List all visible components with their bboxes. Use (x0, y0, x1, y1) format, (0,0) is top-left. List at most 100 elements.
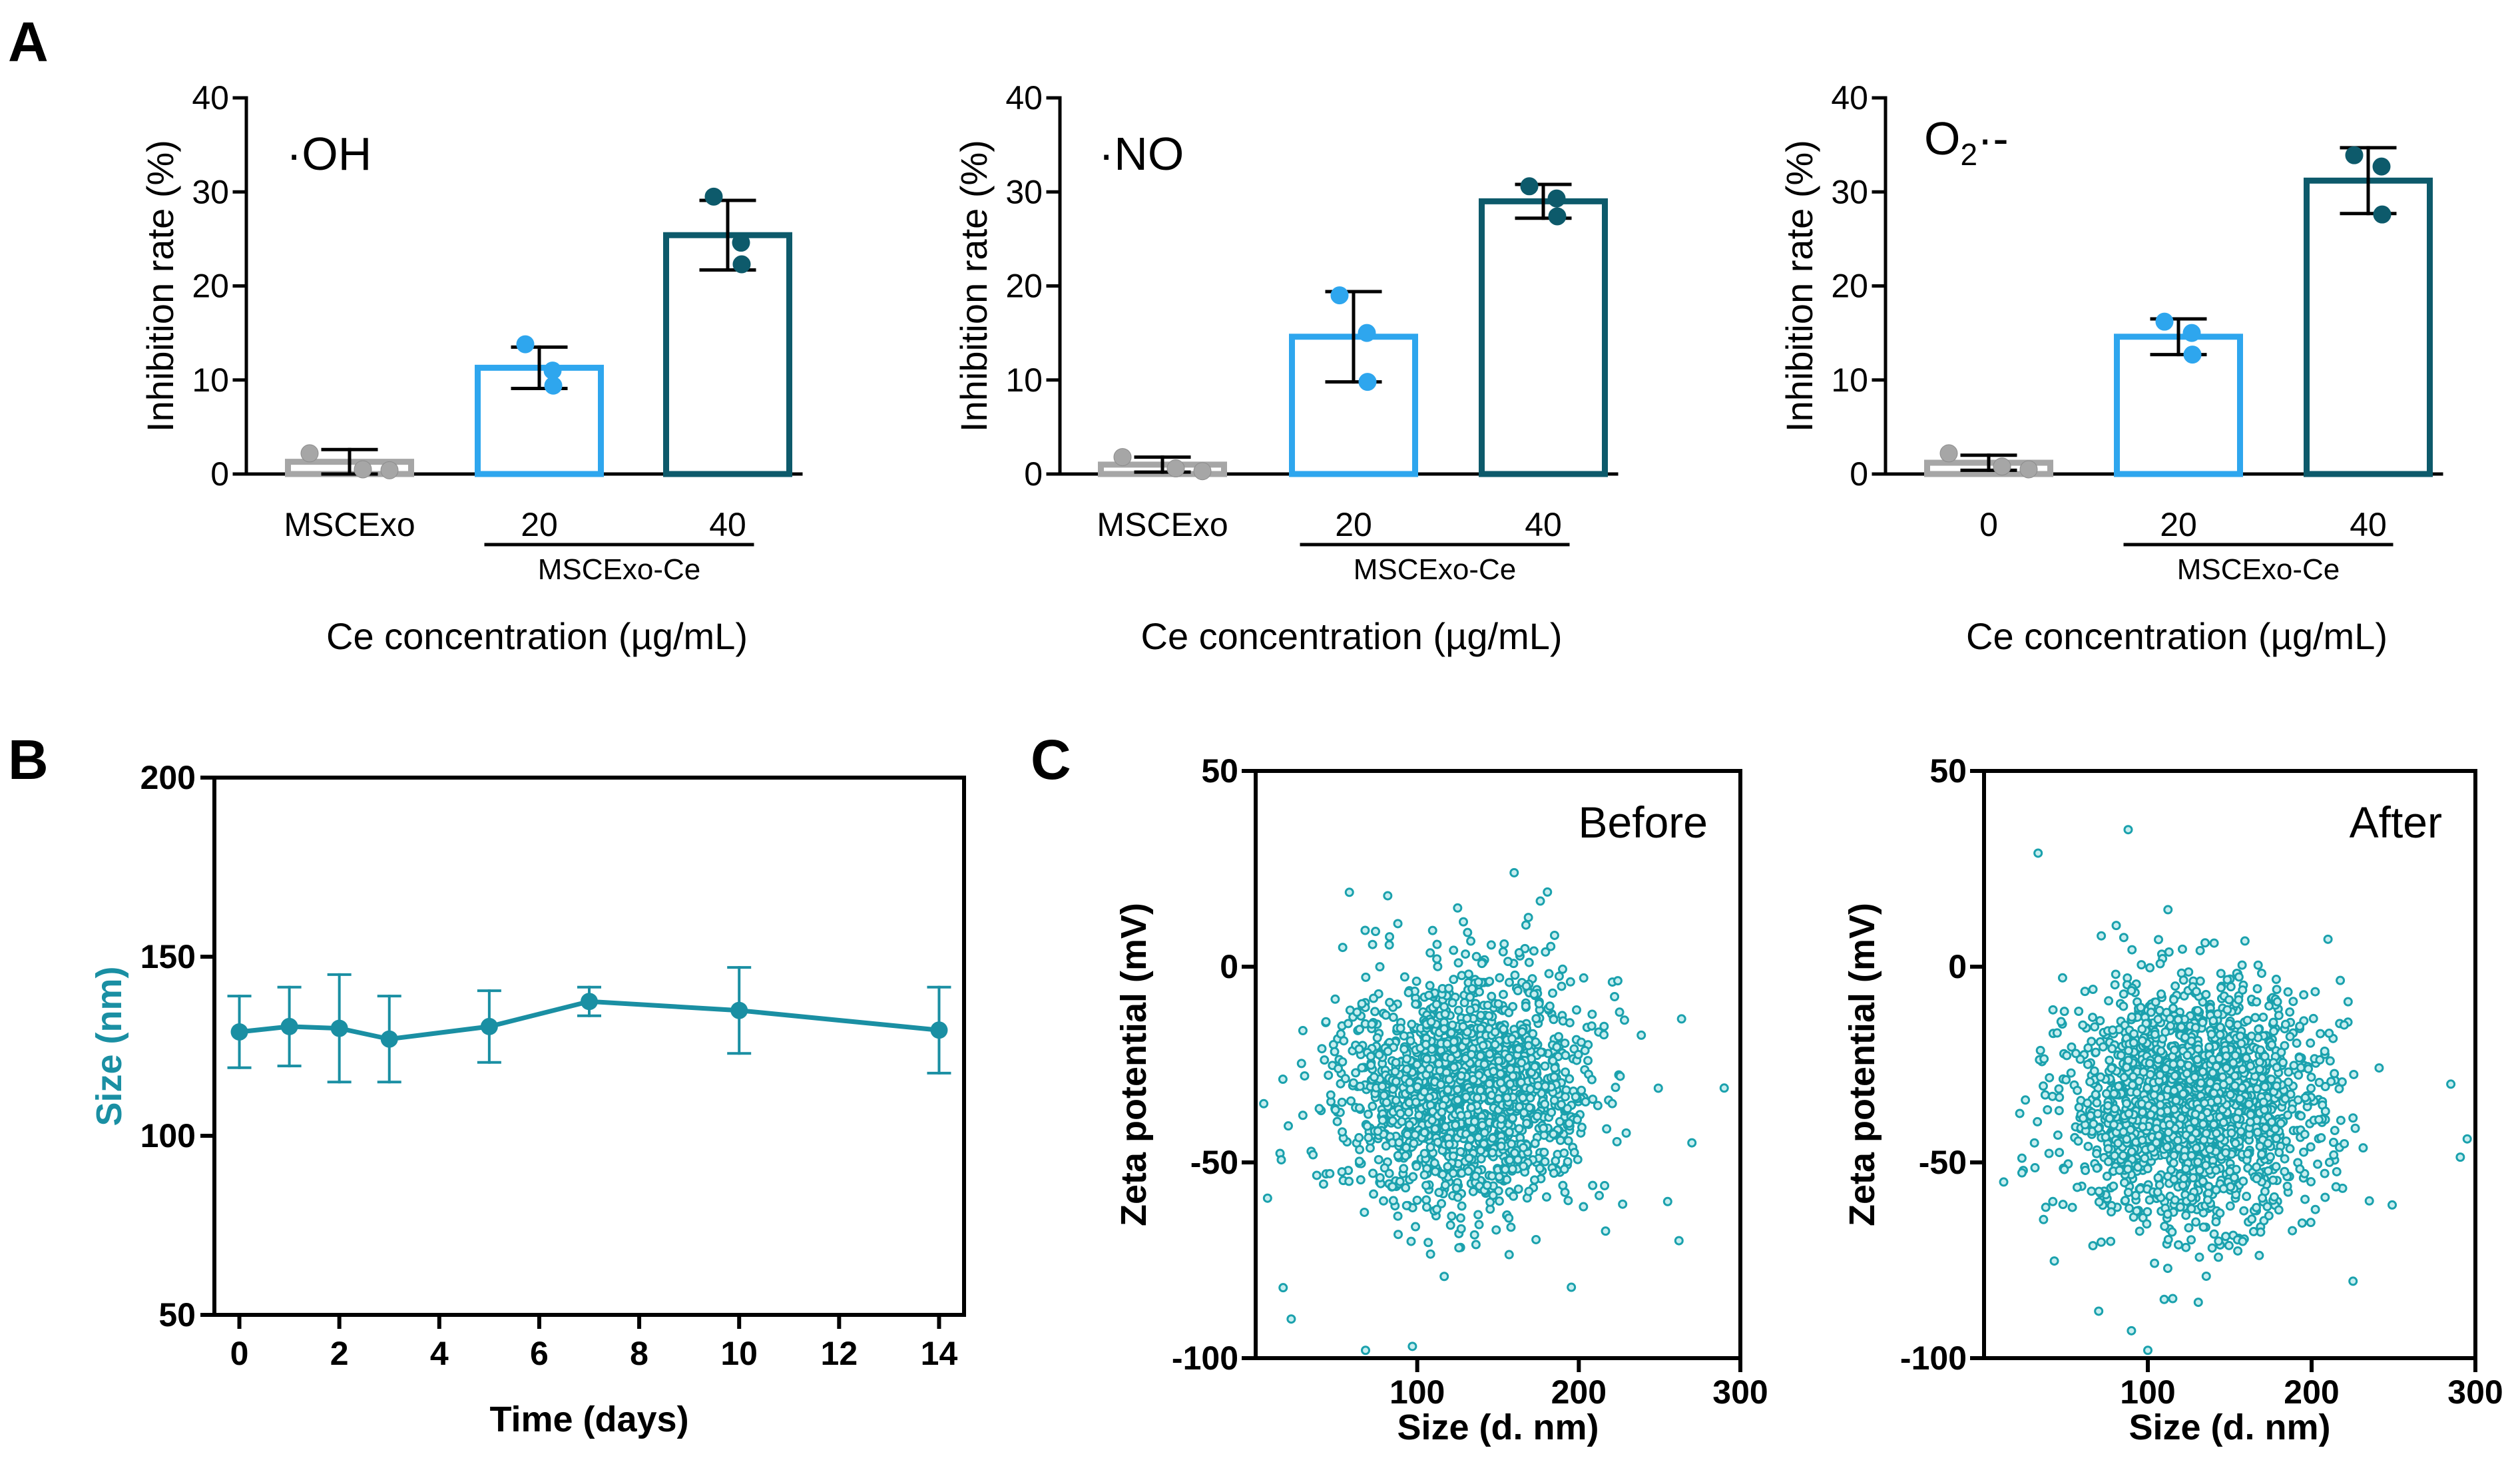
scatter-point (1434, 1188, 1444, 1198)
data-point (2182, 324, 2201, 342)
scatter-point (1494, 1172, 1504, 1182)
scatter-point (1544, 969, 1554, 979)
scatter-point (2242, 1192, 2252, 1202)
scatter-point (2330, 1126, 2340, 1136)
scatter-point (1366, 1051, 1376, 1061)
y-tick-label: 50 (158, 1296, 196, 1334)
scatter-point (2306, 1218, 2316, 1228)
scatter-point (2238, 1064, 2248, 1074)
scatter-point (1560, 1092, 1570, 1102)
scatter-point (2186, 1204, 2196, 1214)
scatter-point (2232, 1114, 2242, 1124)
scatter-point (1390, 1067, 1400, 1077)
scatter-point (2122, 1134, 2132, 1144)
scatter-point (1276, 1155, 1286, 1165)
scatter-point (2296, 1111, 2306, 1121)
scatter-point (1549, 930, 1559, 940)
scatter-point (2176, 1113, 2186, 1123)
data-point (732, 234, 750, 252)
y-axis-title: Zeta potential (mV) (1842, 903, 1882, 1226)
scatter-point (2203, 1195, 2213, 1205)
scatter-point (1529, 1175, 1539, 1185)
scatter-point (1565, 977, 1575, 987)
scatter-point (1440, 1009, 1450, 1019)
scatter-point (2348, 1113, 2358, 1123)
scatter-point (2182, 1051, 2192, 1061)
scatter-point (2088, 1013, 2098, 1023)
scatter-point (2209, 1088, 2219, 1098)
scatter-point (1615, 1071, 1625, 1081)
scatter-point (2284, 1067, 2294, 1077)
scatter-point (1485, 1049, 1495, 1059)
scatter-point (1458, 1021, 1468, 1031)
scatter-point (2123, 1188, 2133, 1198)
scatter-point (1437, 1107, 1447, 1117)
scatter-point (2144, 1059, 2154, 1069)
scatter-point (2107, 1063, 2117, 1073)
scatter-point (2110, 980, 2120, 990)
scatter-point (1531, 1014, 1541, 1024)
scatter-point (1610, 991, 1620, 1001)
scatter-point (2285, 1144, 2295, 1154)
scatter-point (2083, 1098, 2093, 1108)
x-tick-label: 40 (1525, 506, 1562, 543)
data-point (1330, 286, 1349, 305)
scatter-point (2137, 1024, 2147, 1034)
scatter-point (1549, 1072, 1559, 1082)
scatter-point (1369, 1072, 1379, 1082)
y-tick-label: -100 (1900, 1340, 1967, 1377)
scatter-point (2269, 1192, 2279, 1202)
scatter-point (2232, 1020, 2242, 1030)
scatter-point (2239, 1206, 2249, 1216)
y-tick-label: 0 (1024, 455, 1043, 493)
scatter-point (1368, 1168, 1378, 1178)
species-annotation: ·NO (1099, 128, 1184, 180)
scatter-point (1478, 1041, 1488, 1051)
scatter-point (1561, 1067, 1571, 1077)
scatter-point (1514, 947, 1524, 957)
scatter-point (1439, 1024, 1449, 1034)
scatter-point (2364, 1196, 2374, 1206)
scatter-point (2122, 1098, 2132, 1108)
y-tick-label: 100 (140, 1117, 196, 1154)
scatter-point (2230, 1051, 2240, 1061)
scatter-point (2240, 936, 2250, 946)
scatter-point (1361, 972, 1371, 982)
scatter-point (1559, 1148, 1569, 1158)
scatter-point (2204, 1042, 2214, 1052)
scatter-point (1340, 1074, 1350, 1084)
scatter-point (2215, 1023, 2225, 1033)
scatter-point (1433, 1137, 1443, 1147)
scatter-point (2215, 1030, 2225, 1040)
scatter-point (1569, 1148, 1579, 1158)
scatter-point (1379, 1091, 1389, 1100)
scatter-point (2168, 1158, 2178, 1168)
data-point (704, 187, 723, 206)
species-annotation: O2·- (1924, 113, 2009, 172)
scatter-point (1423, 1238, 1433, 1248)
scatter-point (2234, 995, 2244, 1005)
bar (2114, 334, 2243, 477)
scatter-point (2062, 1051, 2072, 1061)
scatter-point (2195, 976, 2205, 986)
scatter-point (1535, 896, 1545, 906)
y-axis-title: Zeta potential (mV) (1114, 903, 1154, 1226)
scatter-point (1489, 1067, 1499, 1077)
scatter-point (1551, 1156, 1561, 1166)
y-tick-label: 10 (1005, 362, 1043, 399)
x-axis-title: Size (d. nm) (1397, 1407, 1599, 1447)
scatter-point (2209, 938, 2219, 948)
scatter-point (2252, 984, 2262, 994)
scatter-point (2142, 1207, 2152, 1217)
x-tick-label: 200 (1551, 1373, 1607, 1411)
scatter-point (1330, 1105, 1340, 1115)
data-point (280, 1017, 298, 1035)
y-axis-title: Inhibition rate (%) (139, 140, 181, 432)
scatter-point (1429, 1158, 1439, 1168)
species-annotation: ·OH (286, 128, 372, 180)
scatter-point (2162, 1209, 2172, 1219)
data-point (516, 335, 535, 354)
scatter-point (2235, 1094, 2245, 1104)
scatter-point (2154, 1180, 2164, 1190)
scatter-point (1502, 1093, 1512, 1102)
